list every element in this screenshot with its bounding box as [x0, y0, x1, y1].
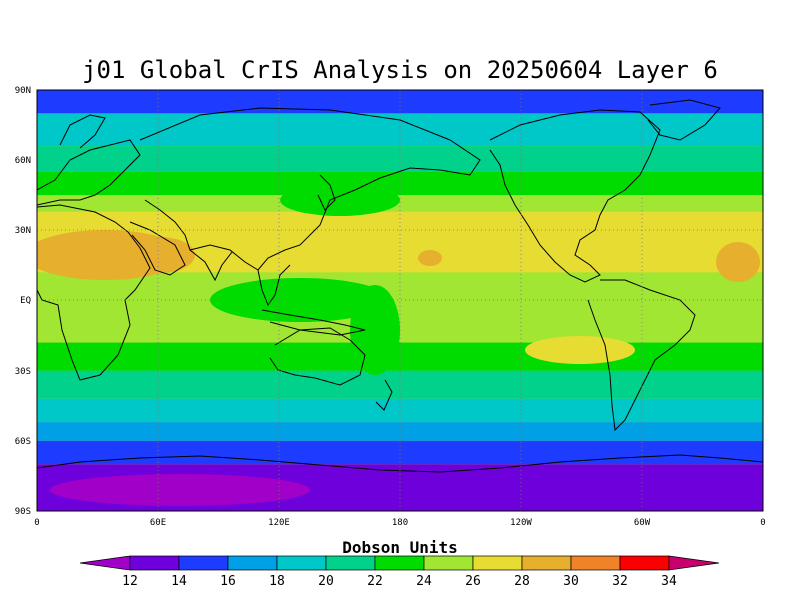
lat-label-60s: 60S — [15, 437, 31, 447]
field-band-3 — [37, 171, 763, 196]
colorbar-tick-labels: 12 14 16 18 20 22 24 26 28 30 32 34 — [122, 574, 677, 589]
coastline-australia — [269, 327, 366, 386]
field-band-4 — [37, 195, 763, 212]
coastline-north-america — [489, 109, 661, 283]
ozone-field-patches — [37, 91, 760, 506]
colorbar-box-5 — [325, 555, 376, 571]
field-band-10 — [37, 422, 763, 441]
lon-label-60e: 60E — [150, 518, 166, 528]
coastline-arabia — [129, 221, 186, 276]
coastline-scandinavia — [59, 114, 106, 149]
colorbar-box-8 — [472, 555, 523, 571]
colorbar-under-triangle — [79, 555, 131, 571]
coastline-indonesia — [261, 309, 366, 336]
field-band-7 — [37, 342, 763, 371]
coastline-africa — [37, 204, 151, 381]
colorbar-tick-label: 20 — [318, 574, 334, 589]
colorbar-box-3 — [227, 555, 278, 571]
colorbar-box-11 — [619, 555, 670, 571]
lat-label-60n: 60N — [15, 156, 31, 166]
colorbar-tick-label: 16 — [220, 574, 236, 589]
colorbar-tick-label: 34 — [661, 574, 677, 589]
ozone-field-bands — [37, 90, 763, 511]
field-patch-eastasia-low — [280, 184, 400, 216]
lon-label-0-east: 0 — [760, 518, 765, 528]
colorbar-tick-label: 26 — [465, 574, 481, 589]
colorbar-box-4 — [276, 555, 327, 571]
coastline-new-zealand — [375, 379, 393, 411]
colorbar-tick-label: 30 — [563, 574, 579, 589]
field-patch-sh-high — [525, 336, 635, 364]
colorbar-tick-label: 12 — [122, 574, 138, 589]
map-frame — [36, 89, 764, 512]
colorbar-tick-label: 32 — [612, 574, 628, 589]
colorbar-box-2 — [178, 555, 229, 571]
colorbar-box-6 — [374, 555, 425, 571]
colorbar-tick-label: 18 — [269, 574, 285, 589]
field-patch-antarctic-low — [50, 474, 310, 506]
lat-label-30n: 30N — [15, 226, 31, 236]
colorbar-tick-label: 24 — [416, 574, 432, 589]
coastline-japan — [317, 174, 336, 211]
colorbar-tick-label: 22 — [367, 574, 383, 589]
field-band-11 — [37, 440, 763, 465]
coastline-greenland — [647, 99, 721, 141]
lon-label-180: 180 — [392, 518, 408, 528]
lon-label-120e: 120E — [268, 518, 290, 528]
coastline-south-america — [587, 279, 696, 432]
field-patch-warmpool-low — [210, 278, 390, 322]
map-panel — [37, 90, 763, 511]
coastline-se-asia — [257, 264, 291, 307]
colorbar-box-1 — [129, 555, 180, 571]
lon-label-120w: 120W — [510, 518, 532, 528]
lat-label-eq: EQ — [20, 296, 31, 306]
colorbar-tick-label: 28 — [514, 574, 530, 589]
coastline-antarctica — [37, 454, 763, 473]
lon-label-60w: 60W — [634, 518, 651, 528]
colorbar-title: Dobson Units — [342, 538, 458, 557]
lat-axis: 90N 60N 30N EQ 30S 60S 90S — [15, 86, 31, 517]
lon-axis: 0 60E 120E 180 120W 60W 0 — [34, 518, 765, 528]
colorbar — [79, 555, 720, 571]
lat-label-30s: 30S — [15, 367, 31, 377]
field-patch-atlantic-high — [716, 242, 760, 282]
lat-lon-grid — [37, 90, 763, 511]
colorbar-box-10 — [570, 555, 621, 571]
field-patch-pacific-high — [418, 250, 442, 266]
colorbar-tick-label: 14 — [171, 574, 187, 589]
colorbar-over-triangle — [668, 555, 720, 571]
lat-label-90n: 90N — [15, 86, 31, 96]
page-title: j01 Global CrIS Analysis on 20250604 Lay… — [82, 56, 718, 84]
field-patch-arctic-high — [230, 91, 470, 109]
field-patch-arabia-high — [125, 237, 195, 273]
lat-label-90s: 90S — [15, 507, 31, 517]
coastline-asia — [139, 107, 481, 271]
colorbar-box-7 — [423, 555, 474, 571]
lon-label-0: 0 — [34, 518, 39, 528]
colorbar-box-9 — [521, 555, 572, 571]
field-patch-westpac-low — [350, 285, 400, 375]
coastline-india — [189, 249, 233, 282]
